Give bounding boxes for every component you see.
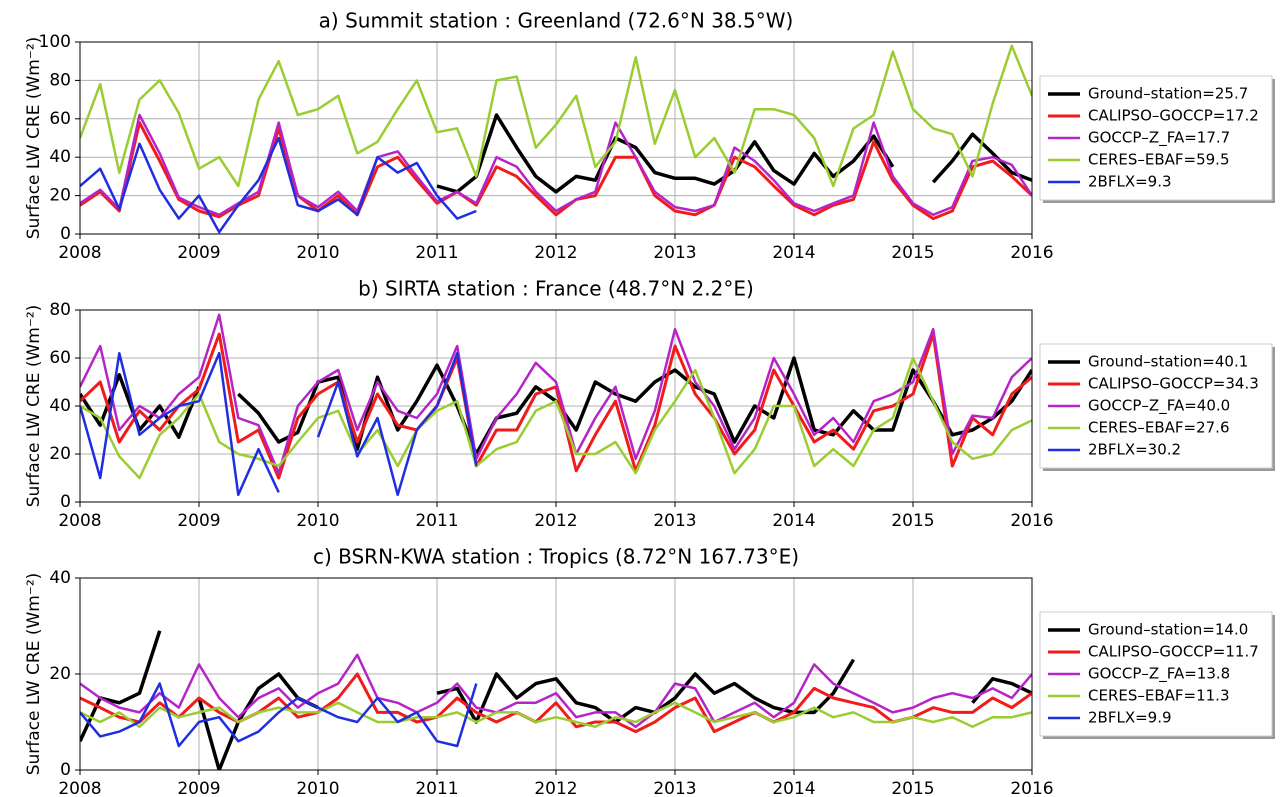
y-tick-label: 20 (49, 664, 71, 684)
legend-label: CERES–EBAF=11.3 (1088, 687, 1230, 705)
series-line (80, 701, 1032, 729)
legend-label: CERES–EBAF=27.6 (1088, 419, 1230, 437)
series-line (80, 630, 1032, 770)
x-tick-label: 2015 (891, 511, 934, 531)
x-tick-label: 2011 (415, 243, 458, 263)
x-tick-label: 2014 (772, 779, 815, 797)
x-tick-label: 2014 (772, 511, 815, 531)
series-line (80, 44, 1032, 188)
legend-label: Ground–station=25.7 (1088, 85, 1248, 103)
y-tick-label: 100 (39, 32, 71, 52)
y-tick-label: 20 (49, 186, 71, 206)
x-tick-label: 2009 (177, 511, 220, 531)
x-tick-label: 2016 (1010, 511, 1053, 531)
x-tick-label: 2011 (415, 779, 458, 797)
x-tick-label: 2012 (534, 511, 577, 531)
legend-label: GOCCP–Z_FA=13.8 (1088, 665, 1230, 684)
plot-frame (79, 309, 1033, 503)
y-tick-label: 40 (49, 568, 71, 588)
legend-label: CALIPSO–GOCCP=17.2 (1088, 107, 1259, 125)
y-tick-label: 80 (49, 300, 71, 320)
x-tick-label: 2016 (1010, 243, 1053, 263)
y-axis-label: Surface LW CRE (Wm⁻²) (24, 305, 44, 508)
x-tick-label: 2012 (534, 779, 577, 797)
x-tick-label: 2014 (772, 243, 815, 263)
panel-title: b) SIRTA station : France (48.7°N 2.2°E) (358, 277, 754, 301)
x-tick-label: 2011 (415, 511, 458, 531)
legend-label: CALIPSO–GOCCP=11.7 (1088, 643, 1259, 661)
plot-frame (79, 577, 1033, 771)
y-tick-label: 60 (49, 109, 71, 129)
legend-label: GOCCP–Z_FA=40.0 (1088, 397, 1230, 416)
x-tick-label: 2008 (58, 779, 101, 797)
x-tick-label: 2008 (58, 243, 101, 263)
x-tick-label: 2015 (891, 779, 934, 797)
legend-label: Ground–station=40.1 (1088, 353, 1248, 371)
x-tick-label: 2016 (1010, 779, 1053, 797)
legend-label: 2BFLX=9.3 (1088, 173, 1172, 191)
y-tick-label: 80 (49, 70, 71, 90)
plot-frame (79, 41, 1033, 235)
x-tick-label: 2010 (296, 243, 339, 263)
x-tick-label: 2013 (653, 511, 696, 531)
y-axis-label: Surface LW CRE (Wm⁻²) (24, 573, 44, 776)
y-axis-label: Surface LW CRE (Wm⁻²) (24, 37, 44, 240)
legend-label: Ground–station=14.0 (1088, 621, 1248, 639)
x-tick-label: 2015 (891, 243, 934, 263)
x-tick-label: 2013 (653, 779, 696, 797)
series-line (80, 332, 1032, 480)
series-line (80, 313, 1032, 475)
legend-label: 2BFLX=9.9 (1088, 709, 1172, 727)
x-tick-label: 2013 (653, 243, 696, 263)
x-tick-label: 2010 (296, 779, 339, 797)
panel-title: c) BSRN-KWA station : Tropics (8.72°N 16… (313, 545, 799, 569)
legend-label: GOCCP–Z_FA=17.7 (1088, 129, 1230, 148)
y-tick-label: 0 (60, 760, 71, 780)
legend-label: CERES–EBAF=59.5 (1088, 151, 1230, 169)
series-line (80, 653, 1032, 729)
panel-title: a) Summit station : Greenland (72.6°N 38… (319, 9, 794, 33)
y-tick-label: 0 (60, 492, 71, 512)
x-tick-label: 2009 (177, 243, 220, 263)
x-tick-label: 2009 (177, 779, 220, 797)
y-tick-label: 60 (49, 348, 71, 368)
y-tick-label: 40 (49, 396, 71, 416)
x-tick-label: 2008 (58, 511, 101, 531)
legend-label: 2BFLX=30.2 (1088, 441, 1181, 459)
y-tick-label: 20 (49, 444, 71, 464)
y-tick-label: 40 (49, 147, 71, 167)
series-line (80, 356, 1032, 480)
series-line (80, 682, 478, 748)
series-line (80, 351, 478, 497)
y-tick-label: 0 (60, 224, 71, 244)
x-tick-label: 2010 (296, 511, 339, 531)
legend-label: CALIPSO–GOCCP=34.3 (1088, 375, 1259, 393)
x-tick-label: 2012 (534, 243, 577, 263)
series-line (80, 136, 477, 234)
